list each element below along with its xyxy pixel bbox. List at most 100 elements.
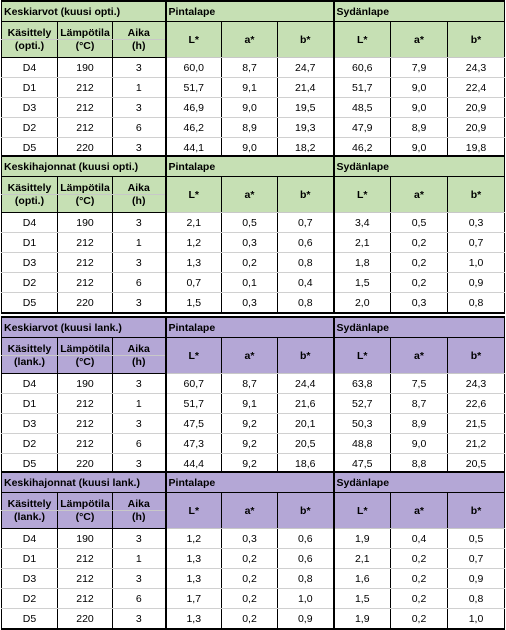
col-header-kasittely-sub[interactable]: (lank.) xyxy=(1,510,58,529)
block-title[interactable]: Keskihajonnat (kuusi opti.) xyxy=(1,155,166,177)
table-cell[interactable]: 0,1 xyxy=(221,272,278,293)
table-cell[interactable]: 1,8 xyxy=(332,252,391,273)
table-cell[interactable]: 6 xyxy=(111,588,166,609)
group-header-sydanlape[interactable]: Sydänlape xyxy=(332,155,505,177)
group-header-pintalape[interactable]: Pintalape xyxy=(164,155,334,177)
table-cell[interactable]: D4 xyxy=(1,528,58,549)
table-cell[interactable]: 1,9 xyxy=(332,528,391,549)
table-cell[interactable]: D1 xyxy=(1,548,58,569)
table-cell[interactable]: D4 xyxy=(1,373,58,394)
table-cell[interactable]: 8,7 xyxy=(390,393,448,414)
metric-header-2[interactable]: a* xyxy=(221,337,278,374)
table-cell[interactable]: 1,3 xyxy=(164,548,222,569)
table-cell[interactable]: 0,5 xyxy=(221,212,278,233)
table-cell[interactable]: 47,9 xyxy=(332,117,391,138)
table-cell[interactable]: D3 xyxy=(1,413,58,434)
table-cell[interactable]: D4 xyxy=(1,57,58,78)
metric-header-3[interactable]: b* xyxy=(277,337,334,374)
table-cell[interactable]: 0,3 xyxy=(447,212,505,233)
table-cell[interactable]: 190 xyxy=(57,528,113,549)
col-header-lampotila-sub[interactable]: (°C) xyxy=(57,355,113,374)
col-header-aika-sub[interactable]: (h) xyxy=(112,355,166,374)
col-header-kasittely-sub[interactable]: (opti.) xyxy=(1,39,58,58)
table-cell[interactable]: 20,9 xyxy=(447,117,506,138)
table-cell[interactable]: 24,3 xyxy=(447,57,506,78)
metric-header-4[interactable]: L* xyxy=(332,337,391,374)
col-header-aika-sub[interactable]: (h) xyxy=(111,39,167,58)
table-cell[interactable]: 0,4 xyxy=(277,272,334,293)
metric-header-4[interactable]: L* xyxy=(332,492,392,529)
table-cell[interactable]: 7,5 xyxy=(390,373,448,394)
table-cell[interactable]: 0,3 xyxy=(390,292,448,314)
table-cell[interactable]: 1,0 xyxy=(277,588,334,609)
metric-header-1[interactable]: L* xyxy=(164,176,222,213)
table-cell[interactable]: 1,9 xyxy=(332,608,391,630)
metric-header-3[interactable]: b* xyxy=(277,492,335,529)
table-cell[interactable]: 6 xyxy=(111,117,166,138)
table-cell[interactable]: 212 xyxy=(57,393,113,414)
table-cell[interactable]: 9,1 xyxy=(221,393,278,414)
table-cell[interactable]: 3 xyxy=(111,568,166,589)
table-cell[interactable]: 22,6 xyxy=(447,393,505,414)
table-cell[interactable]: 60,0 xyxy=(164,57,222,78)
col-header-kasittely[interactable]: Käsittely xyxy=(1,492,58,511)
col-header-lampotila-sub[interactable]: (°C) xyxy=(57,194,113,213)
col-header-aika-sub[interactable]: (h) xyxy=(111,510,167,529)
table-cell[interactable]: 2,1 xyxy=(164,212,222,233)
table-cell[interactable]: 0,7 xyxy=(447,232,505,253)
col-header-kasittely-sub[interactable]: (lank.) xyxy=(1,355,58,374)
table-cell[interactable]: 0,2 xyxy=(221,608,278,630)
table-cell[interactable]: 212 xyxy=(57,413,113,434)
table-cell[interactable]: 212 xyxy=(57,117,113,138)
table-cell[interactable]: 1 xyxy=(111,77,166,98)
table-cell[interactable]: 8,7 xyxy=(221,57,278,78)
table-cell[interactable]: 0,2 xyxy=(390,232,448,253)
table-cell[interactable]: 0,5 xyxy=(390,212,448,233)
table-cell[interactable]: 8,7 xyxy=(221,373,278,394)
table-cell[interactable]: 1,2 xyxy=(164,528,222,549)
metric-header-6[interactable]: b* xyxy=(447,337,505,374)
group-header-sydanlape[interactable]: Sydänlape xyxy=(332,471,506,493)
table-cell[interactable]: 1 xyxy=(111,548,166,569)
table-cell[interactable]: 0,7 xyxy=(447,548,506,569)
table-cell[interactable]: D3 xyxy=(1,97,58,118)
table-cell[interactable]: D1 xyxy=(1,77,58,98)
table-cell[interactable]: 1,5 xyxy=(332,588,391,609)
table-cell[interactable]: 1 xyxy=(112,393,166,414)
table-cell[interactable]: D3 xyxy=(1,252,58,273)
metric-header-5[interactable]: a* xyxy=(390,337,448,374)
col-header-aika[interactable]: Aika xyxy=(111,492,167,511)
table-cell[interactable]: 8,9 xyxy=(390,413,448,434)
table-cell[interactable]: 20,5 xyxy=(277,433,334,454)
table-cell[interactable]: 9,2 xyxy=(221,413,278,434)
table-cell[interactable]: 1,2 xyxy=(164,232,222,253)
table-cell[interactable]: 9,0 xyxy=(390,77,448,98)
table-cell[interactable]: D2 xyxy=(1,588,58,609)
table-cell[interactable]: 0,5 xyxy=(447,528,506,549)
table-cell[interactable]: 1,7 xyxy=(164,588,222,609)
metric-header-4[interactable]: L* xyxy=(332,176,391,213)
table-cell[interactable]: 60,6 xyxy=(332,57,391,78)
table-cell[interactable]: D3 xyxy=(1,568,58,589)
table-cell[interactable]: 0,3 xyxy=(221,292,278,314)
table-cell[interactable]: D2 xyxy=(1,433,58,454)
table-cell[interactable]: 212 xyxy=(57,77,113,98)
table-cell[interactable]: 0,3 xyxy=(221,232,278,253)
table-cell[interactable]: 51,7 xyxy=(164,77,222,98)
table-cell[interactable]: 0,2 xyxy=(221,588,278,609)
table-cell[interactable]: 8,9 xyxy=(221,117,278,138)
block-title[interactable]: Keskiarvot (kuusi opti.) xyxy=(0,0,167,22)
table-cell[interactable]: 9,0 xyxy=(390,433,448,454)
table-cell[interactable]: 1,5 xyxy=(332,272,391,293)
col-header-lampotila[interactable]: Lämpötila xyxy=(57,176,113,195)
table-cell[interactable]: 60,7 xyxy=(164,373,222,394)
table-cell[interactable]: 0,2 xyxy=(221,548,278,569)
metric-header-1[interactable]: L* xyxy=(164,21,223,58)
table-cell[interactable]: 1,0 xyxy=(447,608,506,630)
table-cell[interactable]: 48,5 xyxy=(332,97,391,118)
table-cell[interactable]: 3 xyxy=(111,608,166,630)
table-cell[interactable]: 1,6 xyxy=(332,568,391,589)
table-cell[interactable]: 0,2 xyxy=(390,272,448,293)
block-title[interactable]: Keskihajonnat (kuusi lank.) xyxy=(0,471,167,493)
table-cell[interactable]: 0,8 xyxy=(277,252,334,273)
